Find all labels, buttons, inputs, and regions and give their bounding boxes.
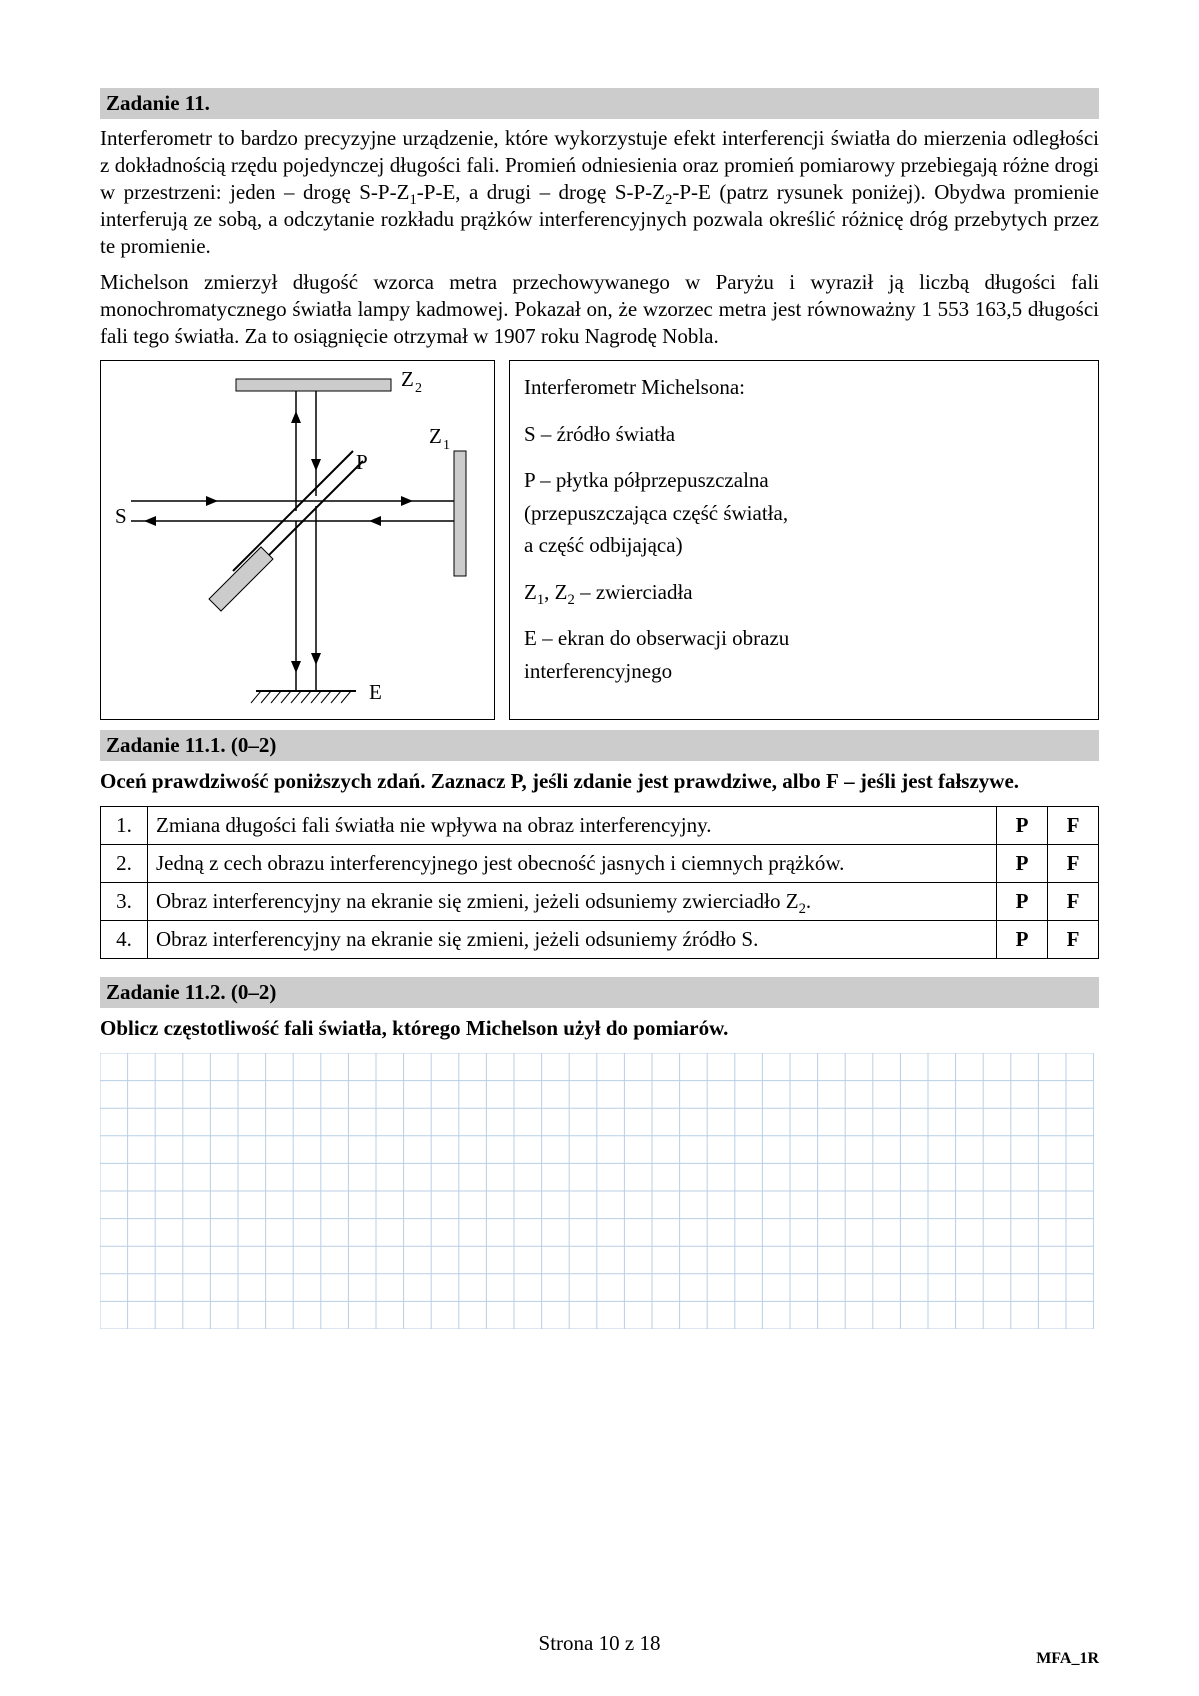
choice-p[interactable]: P bbox=[997, 883, 1048, 921]
label-s: S bbox=[115, 504, 127, 528]
table-row: 4. Obraz interferencyjny na ekranie się … bbox=[101, 921, 1099, 959]
choice-f[interactable]: F bbox=[1048, 921, 1099, 959]
task-11-2-header: Zadanie 11.2. (0–2) bbox=[100, 977, 1099, 1008]
legend-e2: interferencyjnego bbox=[524, 655, 1084, 688]
label-z2: Z bbox=[401, 367, 414, 391]
choice-f[interactable]: F bbox=[1048, 807, 1099, 845]
row-text: Obraz interferencyjny na ekranie się zmi… bbox=[148, 921, 997, 959]
choice-p[interactable]: P bbox=[997, 845, 1048, 883]
legend-p2: (przepuszczająca część światła, bbox=[524, 497, 1084, 530]
task-11-1-instr: Oceń prawdziwość poniższych zdań. Zaznac… bbox=[100, 769, 1099, 794]
choice-p[interactable]: P bbox=[997, 921, 1048, 959]
true-false-table: 1. Zmiana długości fali światła nie wpły… bbox=[100, 806, 1099, 959]
doc-code: MFA_1R bbox=[1036, 1650, 1099, 1668]
label-e: E bbox=[369, 680, 382, 704]
svg-text:1: 1 bbox=[443, 438, 450, 453]
diagram-legend: Interferometr Michelsona: S – źródło świ… bbox=[509, 360, 1099, 720]
task-11-para-2: Michelson zmierzył długość wzorca metra … bbox=[100, 269, 1099, 350]
row-num: 3. bbox=[101, 883, 148, 921]
legend-s: S – źródło światła bbox=[524, 418, 1084, 451]
choice-p[interactable]: P bbox=[997, 807, 1048, 845]
row-num: 4. bbox=[101, 921, 148, 959]
legend-p3: a część odbijająca) bbox=[524, 529, 1084, 562]
legend-e1: E – ekran do obserwacji obrazu bbox=[524, 622, 1084, 655]
task-11-2-instr: Oblicz częstotliwość fali światła, które… bbox=[100, 1016, 1099, 1041]
task-11-header: Zadanie 11. bbox=[100, 88, 1099, 119]
row-text: Zmiana długości fali światła nie wpływa … bbox=[148, 807, 997, 845]
table-row: 2. Jedną z cech obrazu interferencyjnego… bbox=[101, 845, 1099, 883]
legend-z: Z1, Z2 – zwierciadła bbox=[524, 576, 1084, 609]
task-11-para-1: Interferometr to bardzo precyzyjne urząd… bbox=[100, 125, 1099, 259]
table-row: 1. Zmiana długości fali światła nie wpły… bbox=[101, 807, 1099, 845]
legend-p1: P – płytka półprzepuszczalna bbox=[524, 464, 1084, 497]
row-text: Jedną z cech obrazu interferencyjnego je… bbox=[148, 845, 997, 883]
row-num: 1. bbox=[101, 807, 148, 845]
legend-title: Interferometr Michelsona: bbox=[524, 371, 1084, 404]
michelson-diagram: Z 2 Z 1 P S E bbox=[100, 360, 495, 720]
task-11-1-header: Zadanie 11.1. (0–2) bbox=[100, 730, 1099, 761]
table-row: 3. Obraz interferencyjny na ekranie się … bbox=[101, 883, 1099, 921]
choice-f[interactable]: F bbox=[1048, 845, 1099, 883]
page-number: Strona 10 z 18 bbox=[0, 1631, 1199, 1656]
label-p: P bbox=[356, 450, 368, 474]
label-z1: Z bbox=[429, 424, 442, 448]
svg-text:2: 2 bbox=[415, 381, 422, 396]
choice-f[interactable]: F bbox=[1048, 883, 1099, 921]
row-text: Obraz interferencyjny na ekranie się zmi… bbox=[148, 883, 997, 921]
row-num: 2. bbox=[101, 845, 148, 883]
answer-grid[interactable] bbox=[100, 1053, 1099, 1329]
